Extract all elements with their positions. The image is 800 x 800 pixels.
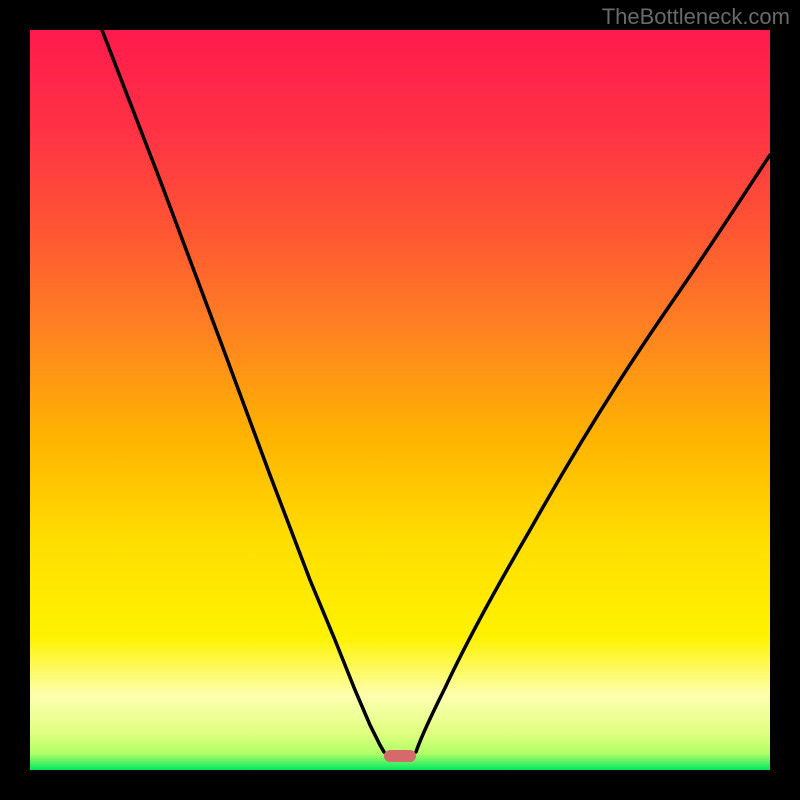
bottleneck-chart: TheBottleneck.com (0, 0, 800, 800)
watermark-text: TheBottleneck.com (602, 4, 790, 30)
optimal-marker (384, 750, 416, 762)
chart-svg (0, 0, 800, 800)
plot-background (30, 30, 770, 770)
